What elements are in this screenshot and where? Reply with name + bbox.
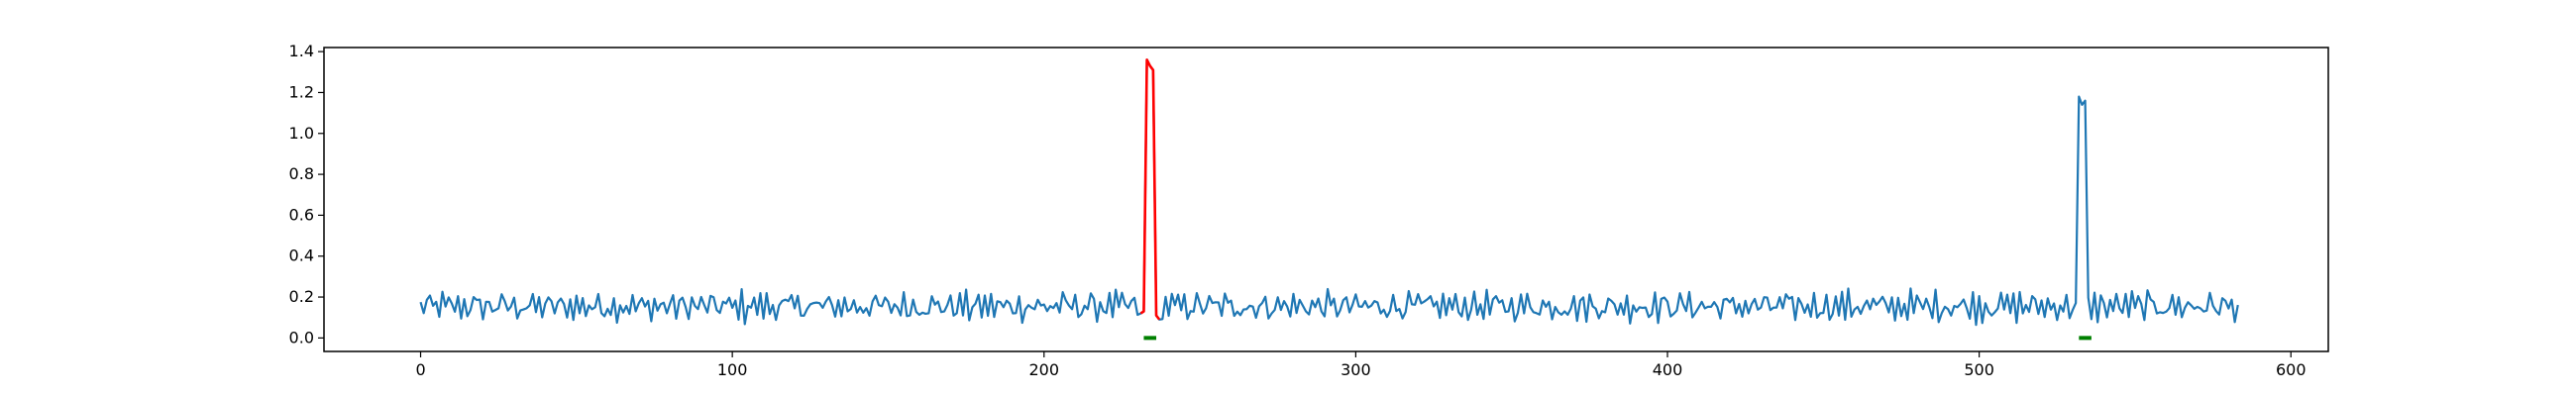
highlight-layer	[1139, 58, 1161, 321]
x-tick-label: 500	[1964, 360, 1994, 379]
x-tick-label: 200	[1028, 360, 1059, 379]
y-tick-label: 0.2	[289, 287, 314, 306]
highlight-segment	[1139, 58, 1161, 321]
y-tick-label: 0.4	[289, 247, 314, 265]
plot-frame	[323, 47, 2329, 352]
x-tick-label: 600	[2276, 360, 2307, 379]
y-tick-label: 0.0	[289, 328, 314, 346]
y-tick-label: 1.0	[289, 124, 314, 143]
y-tick-label: 1.2	[289, 82, 314, 101]
series-line	[419, 58, 2239, 327]
x-tick-label: 300	[1341, 360, 1371, 379]
series-layer	[419, 58, 2239, 327]
x-tick-label: 400	[1653, 360, 1683, 379]
ticks-layer: 0 100 200 300 400 500 600 0.0 0.2 0.4 0.6 0.8 1.0 1.2…	[289, 42, 2307, 379]
x-tick-label: 100	[717, 360, 748, 379]
x-tick-label: 0	[415, 360, 425, 379]
y-tick-label: 1.4	[289, 42, 314, 60]
y-tick-label: 0.8	[289, 164, 314, 183]
y-tick-label: 0.6	[289, 205, 314, 224]
